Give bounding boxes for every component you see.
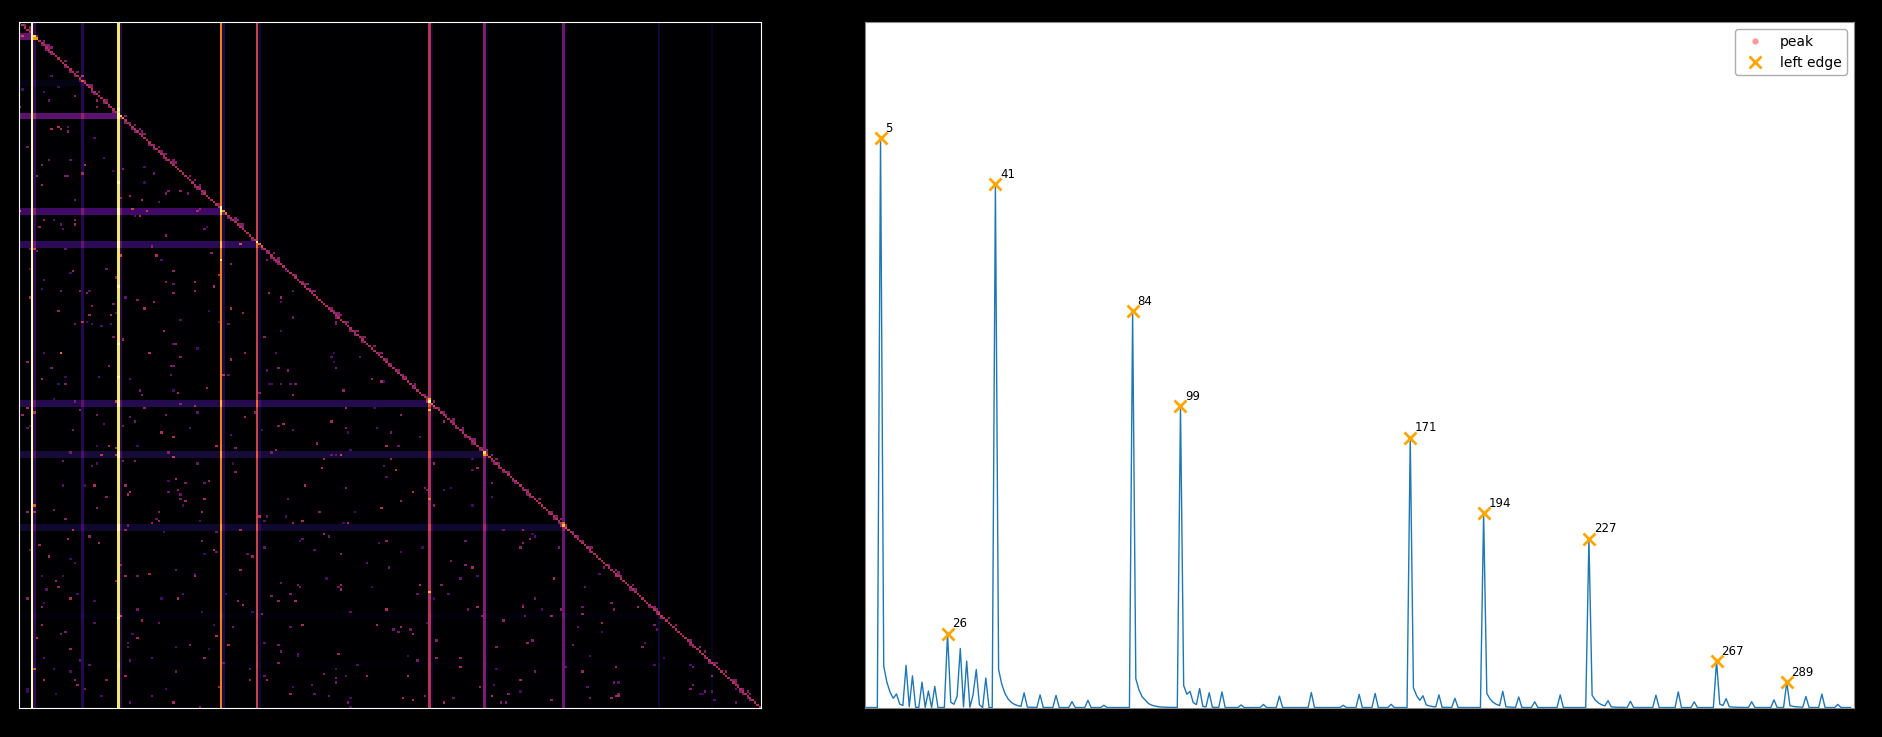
Text: 26: 26: [952, 618, 967, 630]
Legend: peak, left edge: peak, left edge: [1735, 29, 1846, 75]
Text: 5: 5: [885, 122, 892, 135]
Text: 227: 227: [1594, 523, 1617, 536]
Text: 99: 99: [1186, 390, 1201, 402]
Text: 84: 84: [1137, 295, 1152, 308]
Text: 289: 289: [1792, 666, 1814, 679]
Text: 41: 41: [999, 168, 1014, 181]
Text: 171: 171: [1415, 422, 1438, 434]
Text: 194: 194: [1489, 497, 1511, 510]
Text: 267: 267: [1722, 645, 1745, 658]
Y-axis label: Num Queried: Num Queried: [807, 314, 822, 416]
